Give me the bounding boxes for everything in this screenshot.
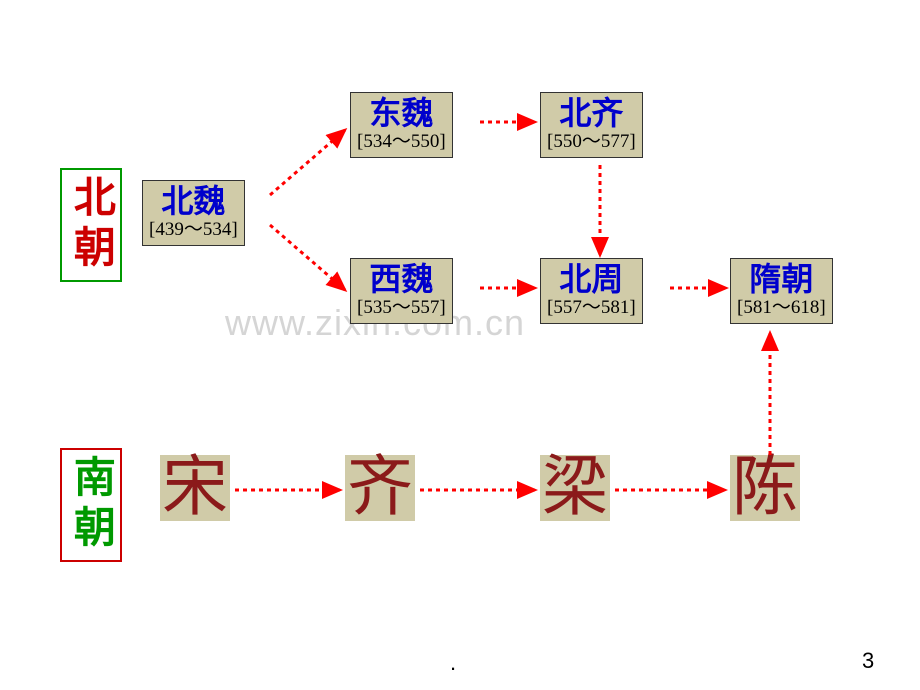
south-period-text: 南朝 <box>68 455 115 555</box>
south-dynasty-chen: 陈 <box>730 455 800 521</box>
dynasty-sui: 隋朝 [581～618] <box>730 258 833 324</box>
dynasty-years: [557～581] <box>547 297 636 320</box>
north-period-text: 北朝 <box>68 175 115 275</box>
dynasty-name: 东魏 <box>357 96 446 131</box>
dynasty-years: [534～550] <box>357 131 446 154</box>
dynasty-xiwei: 西魏 [535～557] <box>350 258 453 324</box>
dynasty-name: 北周 <box>547 262 636 297</box>
dynasty-name: 北齐 <box>547 96 636 131</box>
dynasty-beizhou: 北周 [557～581] <box>540 258 643 324</box>
dynasty-years: [550～577] <box>547 131 636 154</box>
dynasty-beiwei: 北魏 [439～534] <box>142 180 245 246</box>
south-dynasty-liang: 梁 <box>540 455 610 521</box>
north-period-label: 北朝 <box>60 168 122 282</box>
dynasty-name: 西魏 <box>357 262 446 297</box>
dot-mark: . <box>450 650 456 676</box>
dynasty-beiqi: 北齐 [550～577] <box>540 92 643 158</box>
dynasty-years: [439～534] <box>149 219 238 242</box>
arrows-layer <box>0 0 920 690</box>
dynasty-name: 北魏 <box>149 184 238 219</box>
page-number: 3 <box>862 648 874 674</box>
south-dynasty-song: 宋 <box>160 455 230 521</box>
dynasty-name: 隋朝 <box>737 262 826 297</box>
dynasty-dongwei: 东魏 [534～550] <box>350 92 453 158</box>
dynasty-years: [535～557] <box>357 297 446 320</box>
south-dynasty-qi: 齐 <box>345 455 415 521</box>
dynasty-years: [581～618] <box>737 297 826 320</box>
south-period-label: 南朝 <box>60 448 122 562</box>
